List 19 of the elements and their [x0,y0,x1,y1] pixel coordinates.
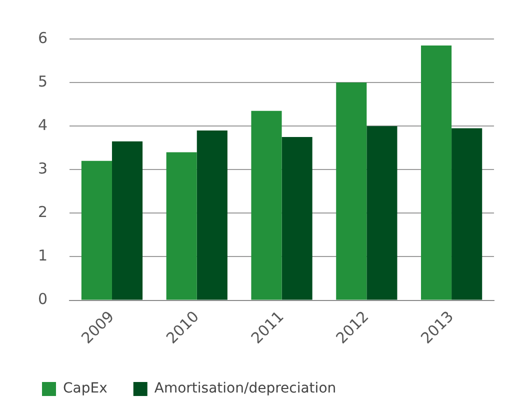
legend-label: CapEx [63,380,108,397]
bar [452,128,482,300]
bar [251,110,282,300]
bar [112,141,143,300]
bar [366,126,398,300]
bar [282,136,312,300]
y-tick-label: 4 [38,116,48,134]
bar [166,152,197,300]
bar [196,130,228,300]
y-tick-label: 0 [38,290,48,308]
bar [420,46,452,300]
bar [336,82,367,300]
legend-label: Amortisation/depreciation [154,380,336,397]
y-tick-label: 1 [38,246,48,265]
y-tick-label: 5 [38,72,48,90]
bar [81,160,112,300]
y-tick-label: 2 [38,203,48,222]
y-tick-label: 3 [38,160,48,178]
y-tick-label: 6 [38,28,48,47]
